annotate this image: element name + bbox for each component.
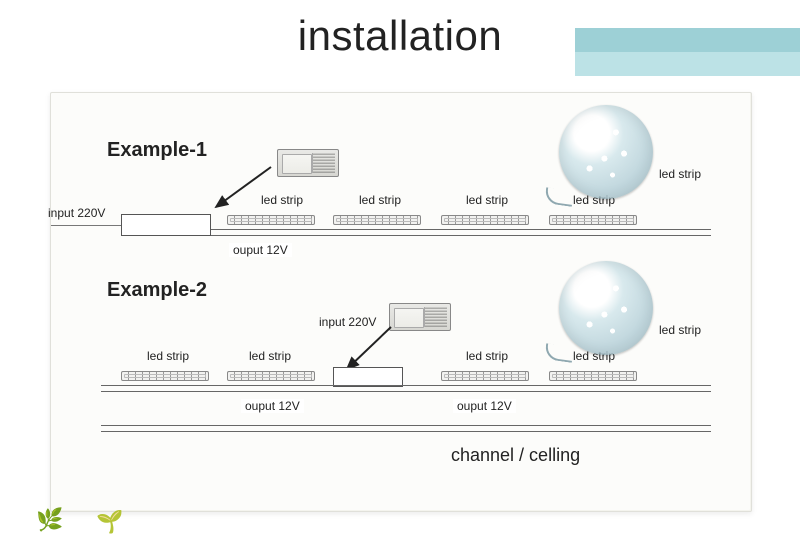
- output-label: ouput 12V: [241, 399, 304, 413]
- input-label: input 220V: [48, 206, 105, 220]
- output-label: ouput 12V: [453, 399, 516, 413]
- supply-box: [121, 214, 211, 236]
- strip-label: led strip: [147, 349, 189, 363]
- page-title: installation: [0, 12, 800, 60]
- led-strip: [441, 371, 529, 381]
- leaf-icon: 🌱: [96, 509, 123, 535]
- strip-label: led strip: [249, 349, 291, 363]
- input-wire: [51, 225, 121, 226]
- psu-icon: [277, 149, 339, 177]
- output-label: ouput 12V: [229, 243, 292, 257]
- led-strip: [227, 371, 315, 381]
- led-strip: [333, 215, 421, 225]
- channel-label: channel / celling: [451, 445, 580, 466]
- led-strip: [549, 215, 637, 225]
- led-strip: [121, 371, 209, 381]
- magnifier-icon: [559, 105, 653, 199]
- led-strip: [549, 371, 637, 381]
- magnifier-label: led strip: [659, 167, 701, 181]
- supply-box: [333, 367, 403, 387]
- page: installation Example-1 input 220V led st…: [0, 0, 800, 537]
- strip-label: led strip: [261, 193, 303, 207]
- strip-label: led strip: [466, 193, 508, 207]
- example1-title: Example-1: [107, 139, 207, 162]
- magnifier-label: led strip: [659, 323, 701, 337]
- strip-label: led strip: [359, 193, 401, 207]
- leaf-icon: 🌿: [36, 507, 63, 533]
- strip-label: led strip: [466, 349, 508, 363]
- example2-title: Example-2: [107, 279, 207, 302]
- diagram-card: Example-1 input 220V led strip led strip…: [50, 92, 752, 512]
- magnifier-icon: [559, 261, 653, 355]
- led-strip: [441, 215, 529, 225]
- led-strip: [227, 215, 315, 225]
